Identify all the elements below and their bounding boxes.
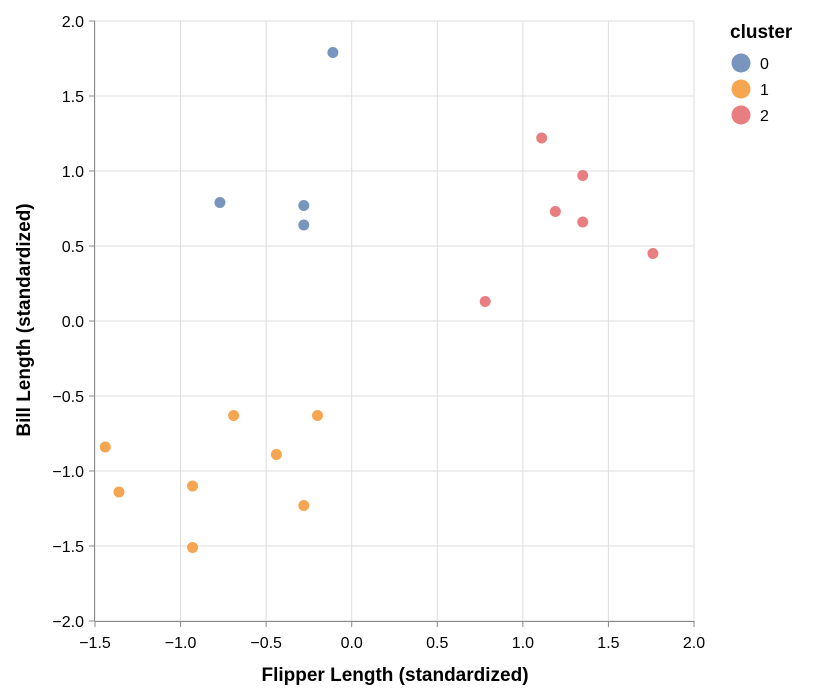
- legend-label-0: 0: [760, 56, 769, 73]
- data-point-cluster-2: [577, 216, 589, 228]
- data-point-cluster-0: [298, 219, 310, 231]
- x-tick-label: 0.0: [341, 635, 363, 652]
- data-point-cluster-1: [270, 449, 282, 460]
- x-tick-label: 1.5: [597, 635, 619, 652]
- y-tick-label: −2.0: [52, 614, 84, 631]
- data-point-cluster-0: [298, 200, 310, 211]
- x-tick-label: −1.5: [79, 635, 111, 652]
- data-points: [99, 47, 659, 553]
- data-point-cluster-1: [99, 441, 111, 453]
- y-tick-label: −1.5: [52, 539, 84, 556]
- x-axis-title: Flipper Length (standardized): [261, 665, 528, 686]
- legend-symbol-0: [731, 53, 751, 73]
- data-point-cluster-1: [187, 542, 199, 553]
- y-axis-title: Bill Length (standardized): [14, 203, 35, 436]
- data-point-cluster-1: [113, 486, 125, 498]
- legend-label-1: 1: [760, 82, 769, 99]
- legend-title: cluster: [730, 22, 793, 43]
- data-point-cluster-0: [214, 197, 226, 208]
- y-tick-label: −1.0: [52, 464, 84, 481]
- data-point-cluster-2: [647, 248, 659, 259]
- x-tick-label: −1.0: [165, 635, 197, 652]
- y-tick-label: −0.5: [52, 389, 84, 406]
- data-point-cluster-1: [187, 480, 199, 492]
- legend-symbol-1: [731, 79, 751, 99]
- y-tick-label: 1.5: [62, 89, 84, 106]
- y-tick-label: 0.5: [62, 239, 84, 256]
- data-point-cluster-2: [577, 170, 589, 181]
- legend: cluster 0 1 2: [730, 22, 793, 125]
- data-point-cluster-1: [311, 410, 323, 421]
- x-tick-label: 1.0: [512, 635, 534, 652]
- x-tick-label: −0.5: [250, 635, 282, 652]
- y-tick-label: 1.0: [62, 164, 84, 181]
- grid: [94, 20, 695, 622]
- data-point-cluster-1: [298, 500, 310, 511]
- y-tick-label: 0.0: [62, 314, 84, 331]
- data-point-cluster-2: [536, 132, 548, 144]
- legend-label-2: 2: [760, 108, 769, 125]
- data-point-cluster-2: [479, 296, 491, 307]
- legend-symbol-2: [731, 105, 751, 125]
- x-tick-label: 2.0: [683, 635, 705, 652]
- x-tick-label: 0.5: [426, 635, 448, 652]
- data-point-cluster-0: [327, 47, 339, 58]
- data-point-cluster-1: [228, 410, 240, 421]
- legend-entries: 0 1 2: [731, 53, 769, 125]
- data-point-cluster-2: [549, 206, 561, 217]
- axes: −1.5 −1.0 −0.5 0.0 0.5 1.0 1.5 2.0 2.0 1.5 1.0 0.5 0…: [52, 14, 705, 652]
- y-tick-label: 2.0: [62, 14, 84, 31]
